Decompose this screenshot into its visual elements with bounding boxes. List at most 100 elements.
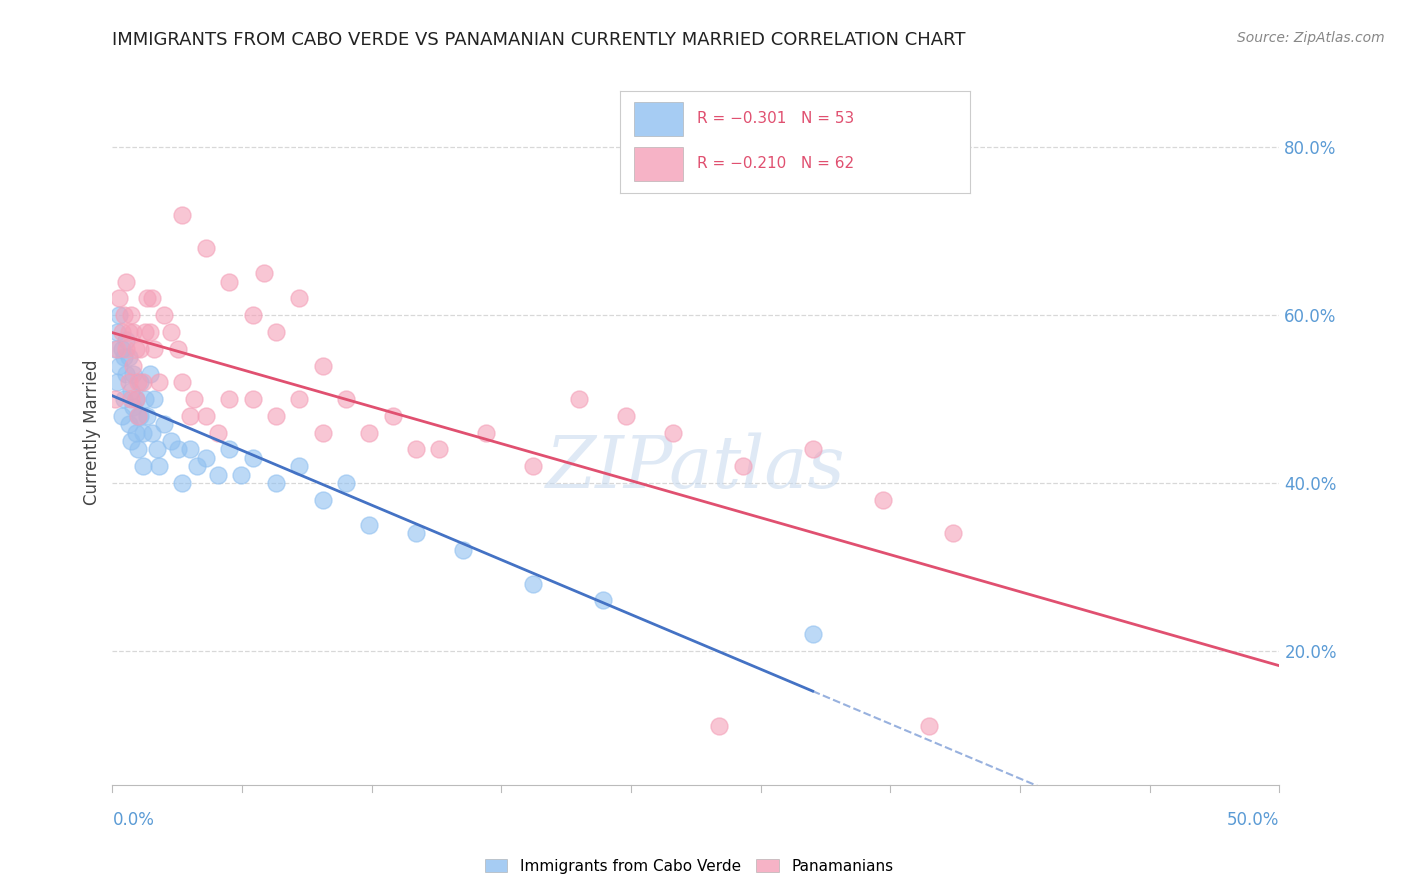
Point (183, 392, 205, 406)
Point (122, 325, 145, 339)
Point (105, 376, 128, 390)
Point (122, 359, 145, 373)
Point (179, 442, 201, 457)
Point (129, 342, 152, 356)
Point (105, 325, 128, 339)
Point (111, 325, 134, 339)
Point (242, 392, 264, 406)
Point (172, 475, 194, 490)
Point (127, 409, 149, 423)
Legend: Immigrants from Cabo Verde, Panamanians: Immigrants from Cabo Verde, Panamanians (478, 853, 900, 880)
Point (801, 627, 824, 641)
Point (218, 392, 240, 406)
Point (194, 241, 217, 255)
Point (359, 517, 381, 532)
Point (129, 376, 152, 390)
Text: Source: ZipAtlas.com: Source: ZipAtlas.com (1237, 31, 1385, 45)
Point (288, 292, 311, 306)
Point (115, 334, 138, 348)
Point (120, 434, 142, 448)
Point (264, 475, 287, 490)
Point (166, 342, 188, 356)
Point (179, 409, 201, 423)
Point (335, 475, 357, 490)
Point (731, 459, 754, 474)
Y-axis label: Currently Married: Currently Married (83, 359, 101, 506)
Point (153, 308, 176, 322)
Point (311, 492, 333, 507)
Point (288, 392, 311, 406)
Point (108, 292, 131, 306)
Point (132, 459, 155, 474)
Point (942, 526, 965, 541)
Point (115, 367, 138, 381)
Point (166, 442, 188, 457)
Point (405, 526, 427, 541)
Point (264, 409, 287, 423)
Point (172, 207, 194, 221)
Point (172, 376, 194, 390)
Point (125, 342, 148, 356)
Point (115, 275, 138, 289)
Point (112, 308, 135, 322)
Point (108, 359, 131, 373)
Point (288, 459, 311, 474)
Point (120, 384, 142, 398)
Point (207, 425, 229, 440)
Point (568, 392, 591, 406)
Point (405, 442, 427, 457)
Point (120, 392, 142, 406)
Point (141, 425, 163, 440)
Point (148, 459, 170, 474)
Point (148, 376, 170, 390)
Point (801, 442, 824, 457)
Point (359, 425, 381, 440)
Point (522, 459, 544, 474)
Point (111, 409, 134, 423)
Point (522, 576, 544, 591)
Point (194, 409, 217, 423)
Point (104, 392, 127, 406)
Point (118, 417, 141, 432)
Point (207, 467, 229, 482)
Point (104, 342, 127, 356)
Point (132, 376, 155, 390)
Text: 0.0%: 0.0% (112, 811, 155, 829)
Point (918, 719, 941, 733)
Point (136, 292, 159, 306)
Point (136, 409, 159, 423)
Text: IMMIGRANTS FROM CABO VERDE VS PANAMANIAN CURRENTLY MARRIED CORRELATION CHART: IMMIGRANTS FROM CABO VERDE VS PANAMANIAN… (112, 31, 966, 49)
Point (127, 376, 149, 390)
Point (105, 342, 128, 356)
Point (112, 350, 135, 364)
Point (118, 325, 141, 339)
Point (872, 492, 894, 507)
Point (153, 417, 176, 432)
Point (129, 409, 152, 423)
Point (108, 308, 131, 322)
Point (709, 719, 731, 733)
Point (311, 425, 333, 440)
Point (253, 266, 276, 280)
Point (146, 442, 169, 457)
Point (139, 367, 162, 381)
Point (143, 342, 166, 356)
Point (122, 367, 145, 381)
Point (335, 392, 357, 406)
Point (143, 392, 166, 406)
Point (127, 442, 149, 457)
Point (264, 325, 287, 339)
Point (125, 392, 148, 406)
Text: 50.0%: 50.0% (1227, 811, 1279, 829)
Point (229, 467, 252, 482)
Text: ZIPatlas: ZIPatlas (546, 433, 846, 503)
Point (218, 442, 240, 457)
Point (134, 392, 156, 406)
Point (427, 442, 450, 457)
Point (381, 409, 404, 423)
Point (311, 359, 333, 373)
Point (112, 392, 135, 406)
Point (160, 434, 183, 448)
Point (132, 425, 155, 440)
Point (139, 325, 162, 339)
